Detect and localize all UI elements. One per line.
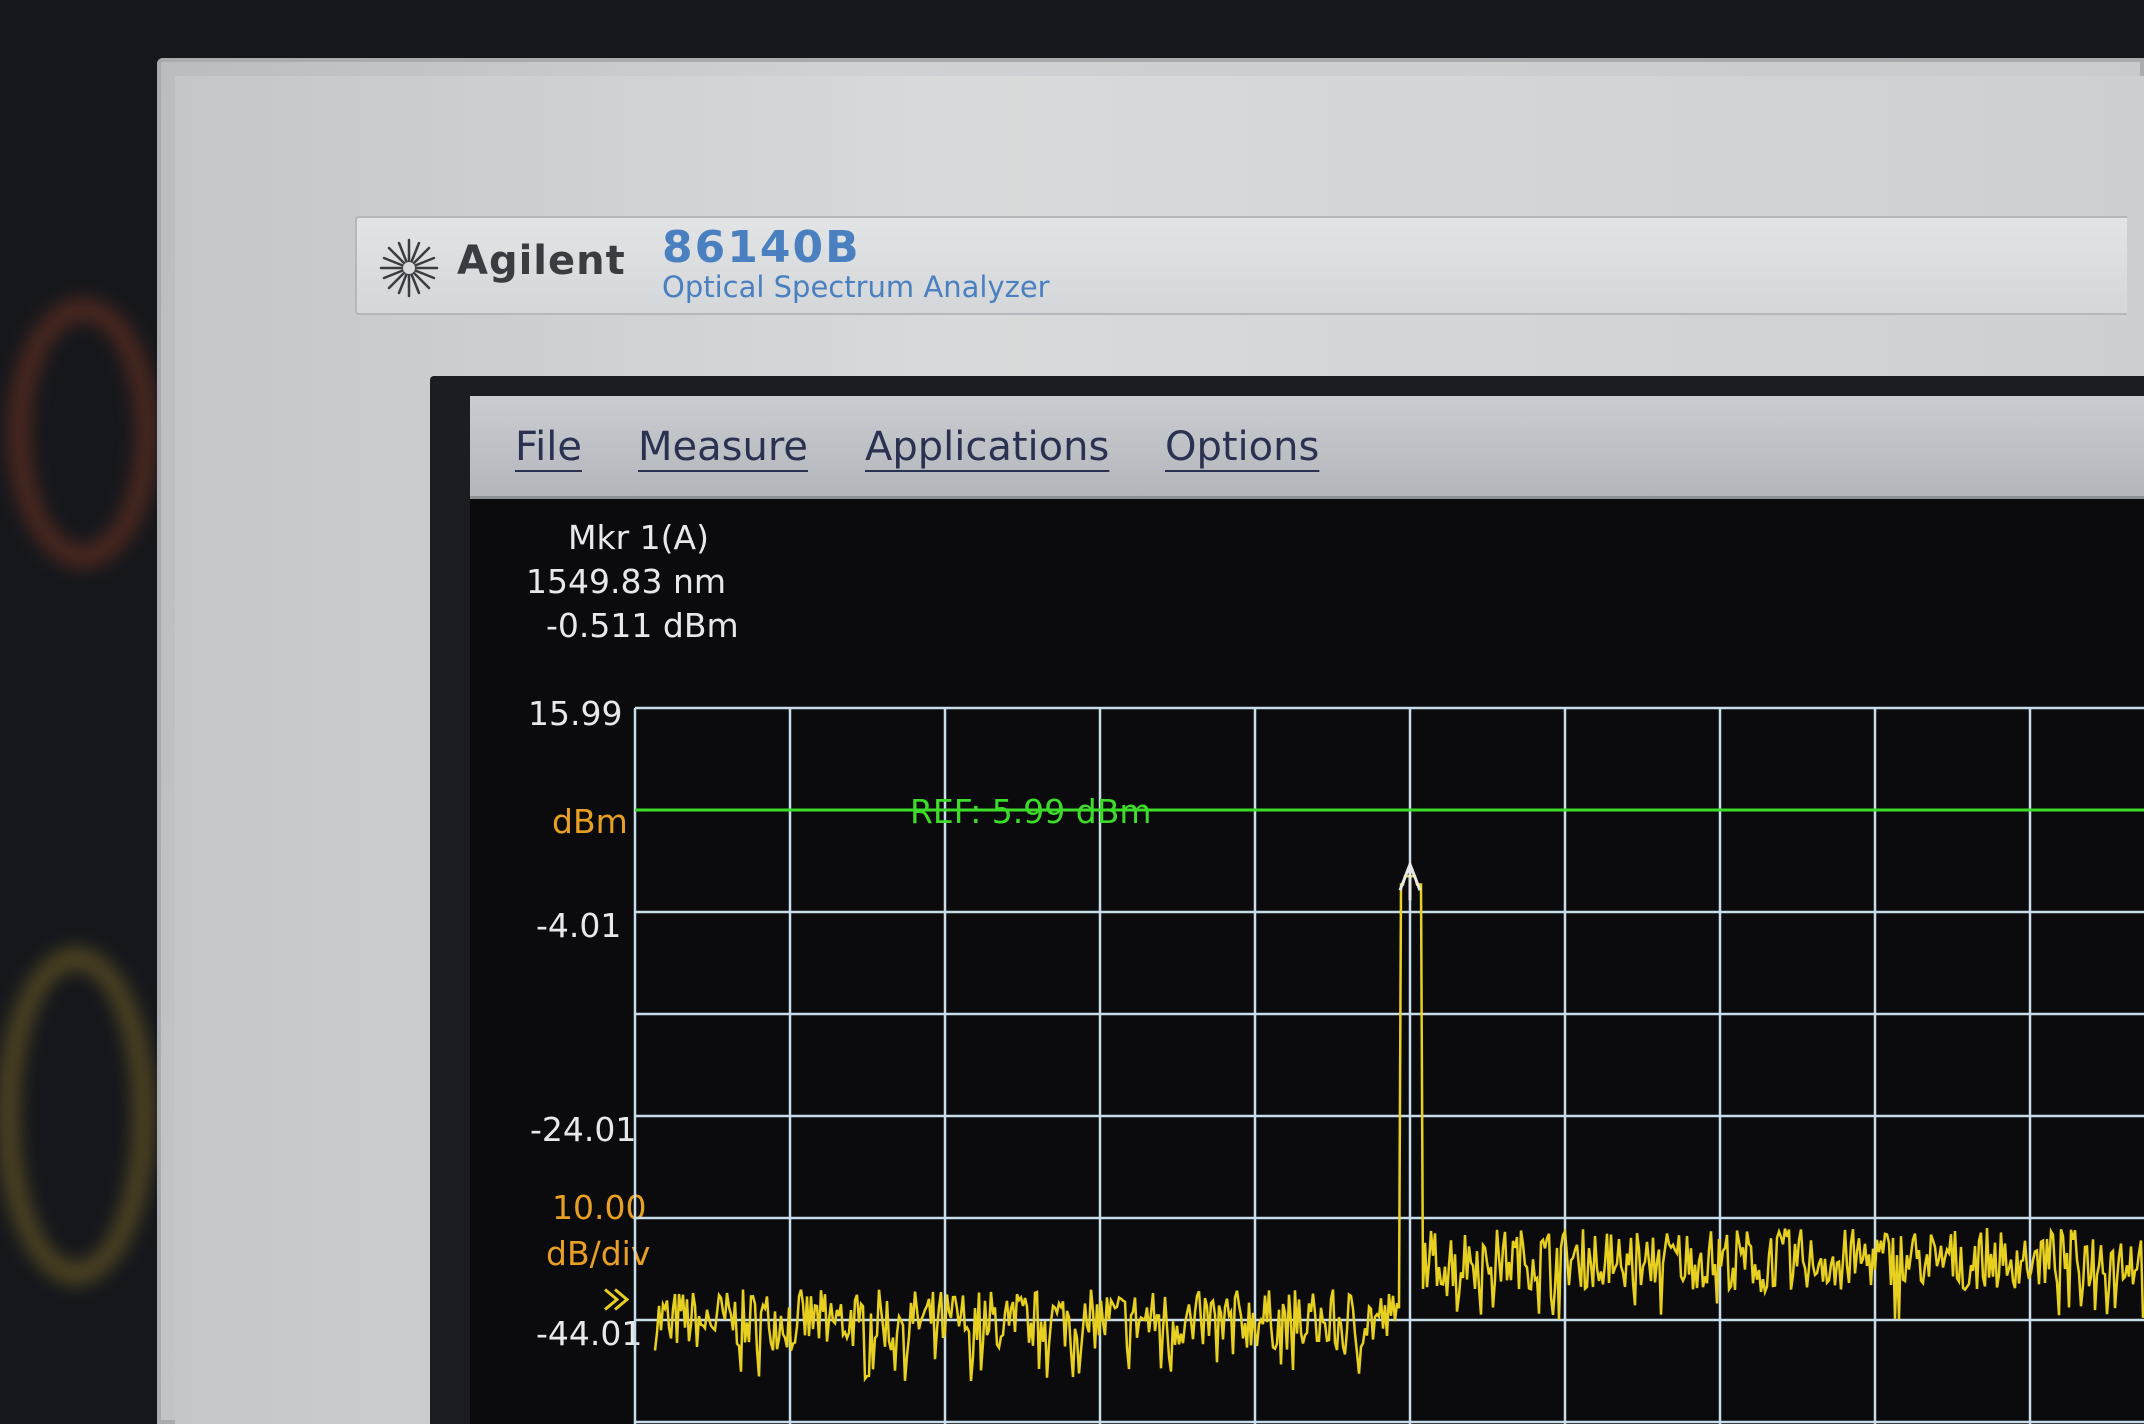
screen-frame: File Measure Applications Options Mkr 1(… <box>430 376 2144 1424</box>
display-screen: File Measure Applications Options Mkr 1(… <box>470 396 2144 1424</box>
trace-level-indicator-icon <box>604 1288 630 1311</box>
marker-title: Mkr 1(A) <box>568 518 709 557</box>
spectrum-trace <box>653 875 2144 1383</box>
scale-value: 10.00 <box>552 1188 647 1227</box>
y-axis-unit: dBm <box>552 802 628 841</box>
model-number: 86140B <box>662 222 861 273</box>
y-axis-top-label: 15.99 <box>528 694 623 733</box>
menu-options[interactable]: Options <box>1165 424 1320 470</box>
marker-wavelength: 1549.83 nm <box>526 562 727 601</box>
y-axis-label: -44.01 <box>536 1314 643 1353</box>
spectrum-plot <box>604 706 2144 1424</box>
brand-name: Agilent <box>457 238 626 284</box>
y-axis-label: -24.01 <box>530 1110 637 1149</box>
menu-file[interactable]: File <box>515 424 582 470</box>
marker-arrow-icon <box>1398 860 1422 901</box>
marker-level: -0.511 dBm <box>546 606 739 645</box>
reference-label: REF: 5.99 dBm <box>910 792 1152 831</box>
label-plate: Agilent 86140B Optical Spectrum Analyzer <box>355 216 2127 315</box>
instrument-bezel: Agilent 86140B Optical Spectrum Analyzer… <box>157 58 2144 1424</box>
y-axis-label: -4.01 <box>536 906 622 945</box>
menu-applications[interactable]: Applications <box>865 424 1110 470</box>
scale-unit: dB/div <box>546 1234 651 1273</box>
inner-bezel: Agilent 86140B Optical Spectrum Analyzer… <box>175 76 2144 1424</box>
menu-measure[interactable]: Measure <box>638 424 808 470</box>
agilent-spark-logo-icon <box>379 238 439 298</box>
menu-bar: File Measure Applications Options <box>470 396 2144 499</box>
background-cable-yellow <box>0 950 152 1282</box>
device-subtitle: Optical Spectrum Analyzer <box>662 270 1050 304</box>
background-cable-red <box>10 300 156 566</box>
